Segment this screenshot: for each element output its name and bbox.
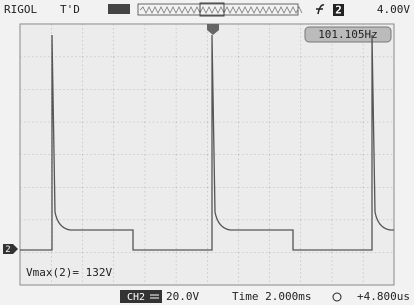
brand: RIGOL [4, 3, 37, 16]
trigger-source: 2 [335, 4, 342, 17]
memory-icon [108, 4, 130, 14]
graticule [20, 24, 394, 285]
frequency: 101.105Hz [318, 28, 378, 41]
trigger-offset: +4.800us [357, 290, 410, 303]
channel-marker: 2 [5, 245, 10, 255]
channel: CH2 [127, 292, 145, 303]
timebase: Time 2.000ms [232, 290, 311, 303]
measurement: Vmax(2)= 132V [26, 266, 112, 279]
scope-screen: RIGOL T'D 2 4.00V 101.105Hz 2 Vmax(2)= 1… [0, 0, 414, 305]
trigger-status: T'D [60, 3, 80, 16]
trigger-level: 4.00V [377, 3, 410, 16]
volts-per-div: 20.0V [166, 290, 199, 303]
